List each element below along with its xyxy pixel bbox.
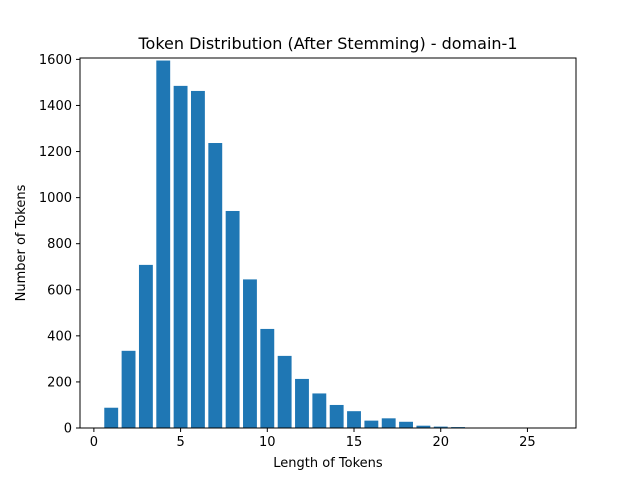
x-tick-label: 20	[432, 435, 449, 450]
bars-group	[104, 60, 552, 429]
bar-length-15	[347, 411, 361, 428]
bar-length-1	[104, 407, 119, 428]
x-tick-label: 5	[176, 435, 184, 450]
chart-title: Token Distribution (After Stemming) - do…	[137, 34, 517, 53]
x-tick-label: 15	[346, 435, 363, 450]
bar-length-3	[138, 264, 153, 428]
bar-length-19	[416, 425, 431, 428]
x-tick-label: 25	[519, 435, 536, 450]
bar-length-17	[381, 418, 396, 428]
y-tick-label: 1000	[39, 191, 72, 206]
y-tick-label: 600	[47, 283, 72, 298]
x-axis-ticks: 0 5 10 15 20 25	[90, 428, 536, 450]
bar-length-4	[156, 60, 171, 429]
bar-length-18	[399, 421, 413, 428]
bar-length-6	[190, 90, 205, 429]
bar-length-9	[243, 279, 257, 428]
bar-length-7	[208, 143, 223, 428]
x-axis-label: Length of Tokens	[273, 456, 383, 471]
bar-length-8	[225, 210, 240, 428]
bar-length-5	[173, 85, 188, 428]
y-tick-label: 1600	[39, 53, 72, 68]
y-tick-label: 800	[47, 237, 72, 252]
y-tick-label: 1400	[39, 99, 72, 114]
bar-length-20	[433, 426, 448, 428]
plot-frame	[79, 57, 577, 429]
y-tick-label: 1200	[39, 145, 72, 160]
bar-length-2	[121, 350, 136, 428]
bar-length-14	[329, 404, 344, 428]
bar-length-13	[312, 393, 327, 428]
y-tick-label: 200	[47, 375, 72, 390]
bar-length-12	[295, 378, 309, 428]
bar-length-10	[260, 328, 275, 428]
y-tick-label: 0	[64, 422, 72, 437]
y-tick-label: 400	[47, 329, 72, 344]
bar-length-16	[364, 420, 379, 428]
x-tick-label: 10	[259, 435, 276, 450]
bar-length-11	[277, 355, 292, 428]
y-axis-ticks: 0 200 400 600 800 1000 1200 1400 1600	[39, 53, 80, 437]
x-tick-label: 0	[90, 435, 98, 450]
y-axis-label: Number of Tokens	[14, 184, 29, 301]
